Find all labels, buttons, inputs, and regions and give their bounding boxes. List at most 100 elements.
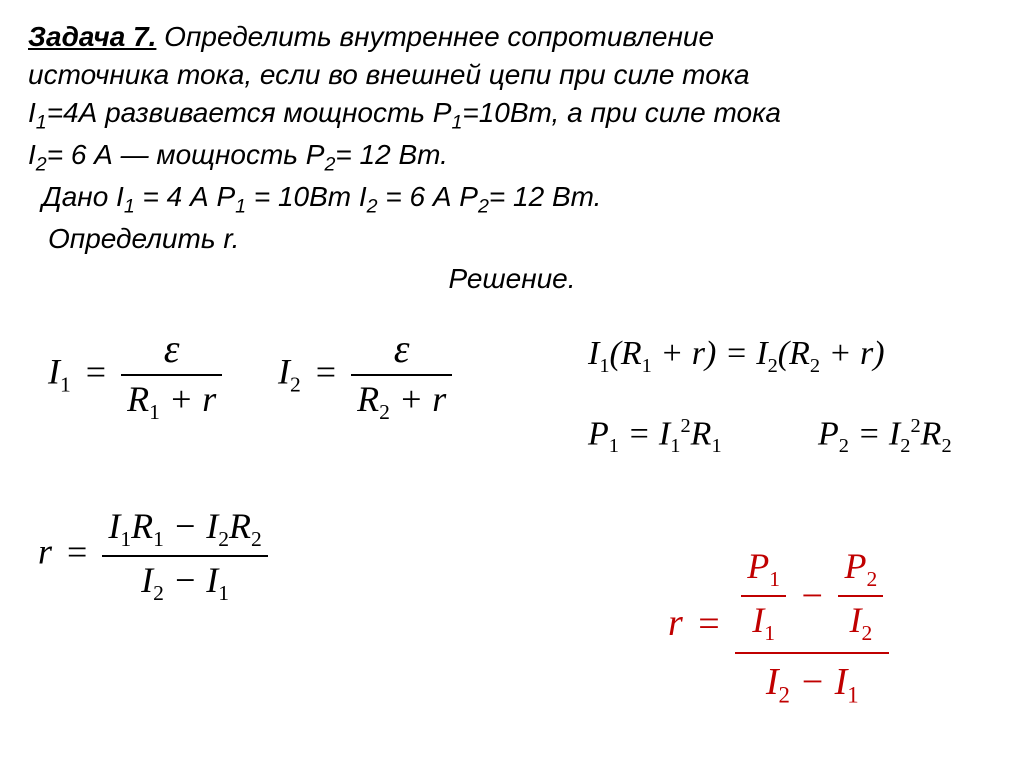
fb-b: (R [610,335,642,372]
f-i1-pr: + r [160,379,216,419]
fb-d: (R [778,335,810,372]
gb: = 4 А P [135,181,235,212]
gc: = 10Вт I [246,181,367,212]
fr-d-I1: I [206,560,218,600]
ff-r: r [668,603,683,645]
ff-I2s: 2 [861,621,872,645]
f-i2-Rsub: 2 [379,401,390,425]
ff-I2: I [849,600,861,640]
fp1-is: 1 [670,436,680,458]
fr-n-s1: 1 [120,528,131,552]
fr-n-min: − [164,506,206,546]
f-i2-I: I [278,352,290,392]
fb-a: I [588,335,599,372]
fr-n-s2: 2 [218,528,229,552]
formula-r-final: r = P1 I1 − P2 I2 I2 − I1 [668,545,889,708]
l4c: = 12 Вт. [335,139,448,170]
ff-outer-frac: P1 I1 − P2 I2 I2 − I1 [735,545,889,708]
solution-label: Решение. [28,263,996,295]
l3b: =4А развивается мощность P [47,97,452,128]
formula-r-intermediate: r = I1R1 − I2R2 I2 − I1 [38,505,268,605]
f-i2-sub: 2 [290,373,301,397]
fr-d-s2: 2 [153,581,164,605]
fr-n-rs1: 1 [153,528,164,552]
gs1: 1 [124,195,135,217]
formula-i1: I1 = ε R1 + r [48,325,222,425]
fp2-is: 2 [900,436,910,458]
ff-P1s: 1 [769,568,780,592]
page: Задача 7. Определить внутреннее сопротив… [0,0,1024,735]
f-i1-R: R [127,379,149,419]
f-i2-frac: ε R2 + r [351,325,452,425]
l3s2: 1 [451,111,462,133]
formula-p2: P2 = I22R2 [818,415,952,458]
ff-dI2: I [766,661,779,703]
fr-n-I1: I [108,506,120,546]
f-i1-frac: ε R1 + r [121,325,222,425]
fp2-P: P [818,416,839,453]
fr-n-rs2: 2 [251,528,262,552]
problem-title: Задача 7. [28,21,156,52]
problem-line4: I2= 6 А — мощность P2= 12 Вт. [28,139,448,170]
fp1-P: P [588,416,609,453]
problem-line2: источника тока, если во внешней цепи при… [28,59,750,90]
f-i1-eps: ε [164,326,180,371]
fr-frac: I1R1 − I2R2 I2 − I1 [102,505,267,605]
ff-dmin: − [790,661,835,703]
fp1-R: R [691,416,712,453]
l4a: I [28,139,36,170]
l3a: I [28,97,36,128]
ff-ds2: 2 [779,682,790,707]
ff-eq: = [692,603,725,645]
ff-inner2: P2 I2 [838,545,883,645]
gs4: 2 [478,195,489,217]
f-i1-I: I [48,352,60,392]
fp2-sq: 2 [910,415,920,437]
fp2-sub: 2 [839,436,849,458]
fr-n-I2: I [206,506,218,546]
ff-min1: − [796,575,839,617]
fb-s1: 1 [599,355,609,377]
formula-i2: I2 = ε R2 + r [278,325,452,425]
ff-P2: P [844,546,866,586]
f-i2-eps: ε [394,326,410,371]
l3s1: 1 [36,111,47,133]
problem-statement: Задача 7. Определить внутреннее сопротив… [28,18,996,257]
ga: Дано I [42,181,124,212]
l4s1: 2 [36,153,47,175]
l4s2: 2 [325,153,336,175]
gd: = 6 А P [378,181,478,212]
formula-p1: P1 = I12R1 [588,415,722,458]
problem-line1: Задача 7. Определить внутреннее сопротив… [28,21,714,52]
ff-P1: P [747,546,769,586]
ff-I1s: 1 [764,621,775,645]
fb-s1b: 1 [642,355,652,377]
fp2-a: = I [849,416,900,453]
f-i1-eq: = [80,352,112,392]
fr-n-R2: R [229,506,251,546]
fb-s2b: 2 [810,355,820,377]
f-i1-Rsub: 1 [149,401,160,425]
fp1-sub: 1 [609,436,619,458]
fr-n-R1: R [131,506,153,546]
fr-d-I2: I [141,560,153,600]
fp1-Rs: 1 [711,436,721,458]
fp2-R: R [921,416,942,453]
ff-ds1: 1 [847,682,858,707]
problem-line1-rest: Определить внутреннее сопротивление [156,21,714,52]
gs2: 1 [235,195,246,217]
ge: = 12 Вт. [489,181,602,212]
fr-r: r [38,532,52,572]
ff-I1: I [752,600,764,640]
fb-s2: 2 [768,355,778,377]
ff-dI1: I [835,661,848,703]
f-i1-sub: 1 [60,373,71,397]
problem-line3: I1=4А развивается мощность P1=10Вт, а пр… [28,97,781,128]
ff-P2s: 2 [866,568,877,592]
f-i2-pr: + r [390,379,446,419]
fr-eq: = [61,532,93,572]
f-i2-eq: = [310,352,342,392]
f-i2-R: R [357,379,379,419]
problem-given: Дано I1 = 4 А P1 = 10Вт I2 = 6 А P2= 12 … [28,181,601,212]
formula-balance: I1(R1 + r) = I2(R2 + r) [588,335,885,378]
